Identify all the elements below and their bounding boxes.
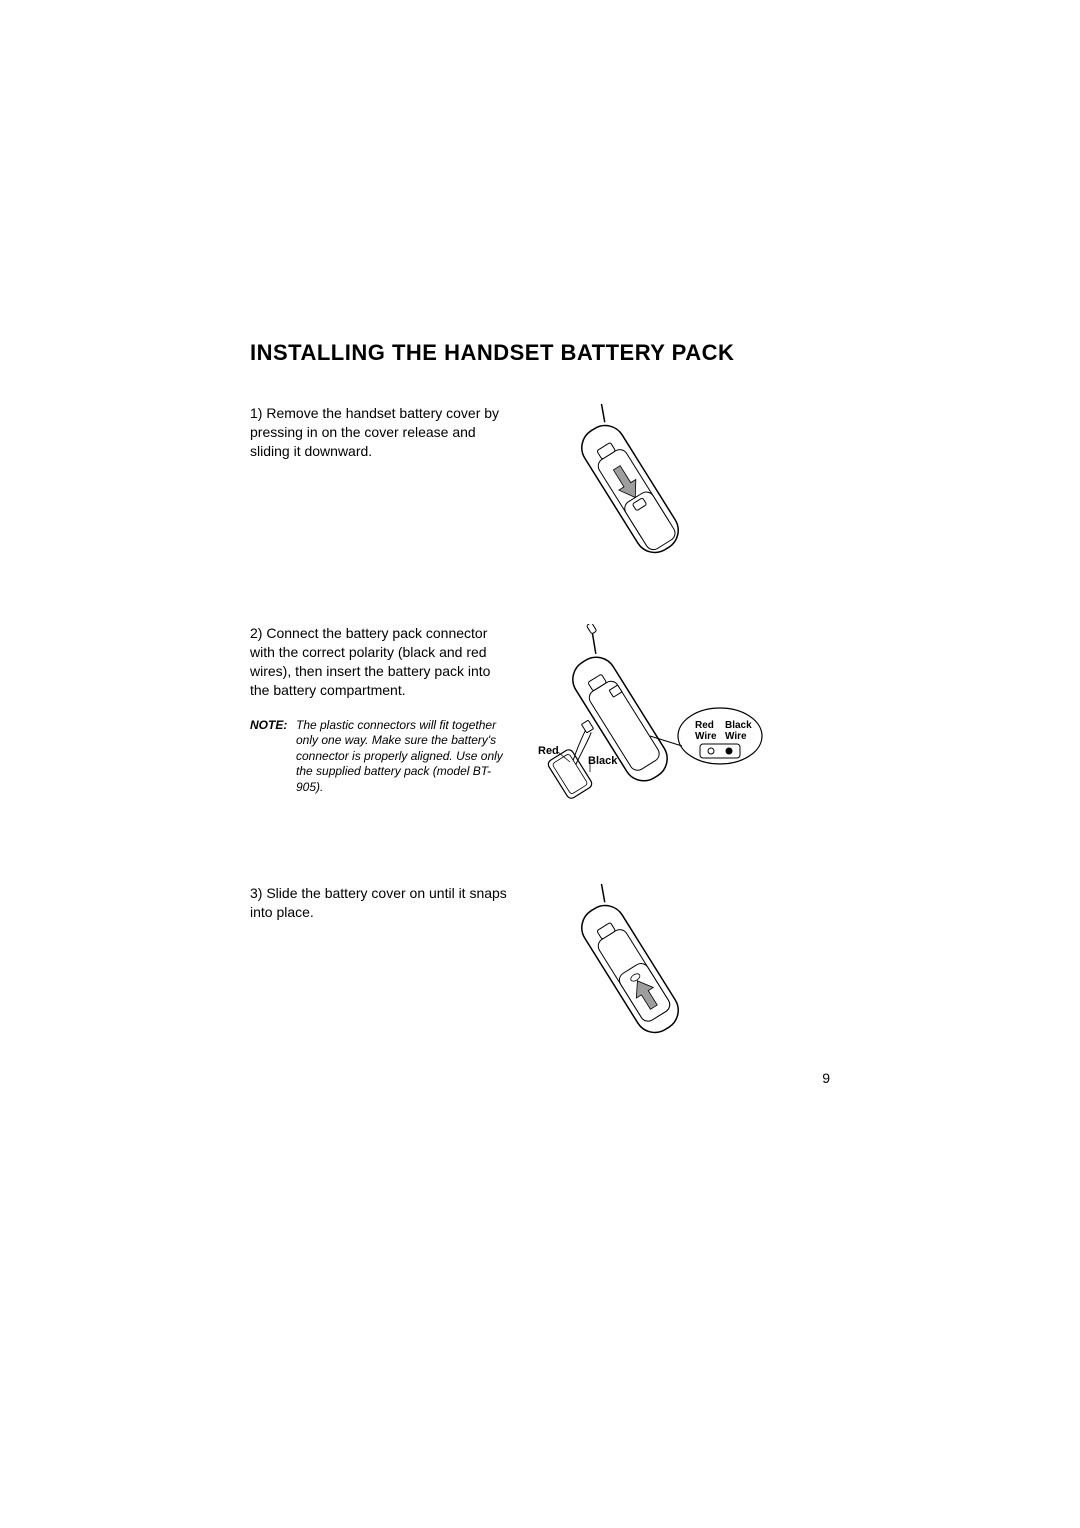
page-title: INSTALLING THE HANDSET BATTERY PACK (250, 340, 830, 366)
step-1-body: Remove the handset battery cover by pres… (250, 405, 499, 459)
step-2-body: Connect the battery pack connector with … (250, 625, 490, 698)
step-2-num: 2) (250, 625, 262, 641)
note-label: NOTE: (250, 718, 296, 796)
step-3-num: 3) (250, 885, 262, 901)
step-3-illustration (530, 884, 750, 1054)
step-2-illustration: Red Black Red Black Wire Wire (530, 624, 750, 824)
note-body: The plastic connectors will fit together… (296, 718, 510, 796)
step-1: 1) Remove the handset battery cover by p… (250, 404, 830, 574)
step-2-note: NOTE: The plastic connectors will fit to… (250, 718, 510, 796)
manual-page: INSTALLING THE HANDSET BATTERY PACK 1) R… (0, 0, 1080, 1528)
label-black: Black (588, 755, 618, 767)
step-3: 3) Slide the battery cover on until it s… (250, 884, 830, 1054)
label-red: Red (538, 745, 559, 757)
step-1-num: 1) (250, 405, 262, 421)
svg-text:Wire: Wire (725, 731, 747, 742)
step-3-body: Slide the battery cover on until it snap… (250, 885, 507, 920)
svg-text:Wire: Wire (695, 731, 717, 742)
svg-text:Black: Black (725, 720, 752, 731)
step-1-illustration (530, 404, 750, 574)
page-number: 9 (822, 1070, 830, 1086)
svg-text:Red: Red (695, 720, 714, 731)
step-2-text: 2) Connect the battery pack connector wi… (250, 624, 510, 796)
content-area: INSTALLING THE HANDSET BATTERY PACK 1) R… (250, 340, 830, 1104)
step-3-text: 3) Slide the battery cover on until it s… (250, 884, 510, 922)
step-2: 2) Connect the battery pack connector wi… (250, 624, 830, 824)
step-1-text: 1) Remove the handset battery cover by p… (250, 404, 510, 461)
